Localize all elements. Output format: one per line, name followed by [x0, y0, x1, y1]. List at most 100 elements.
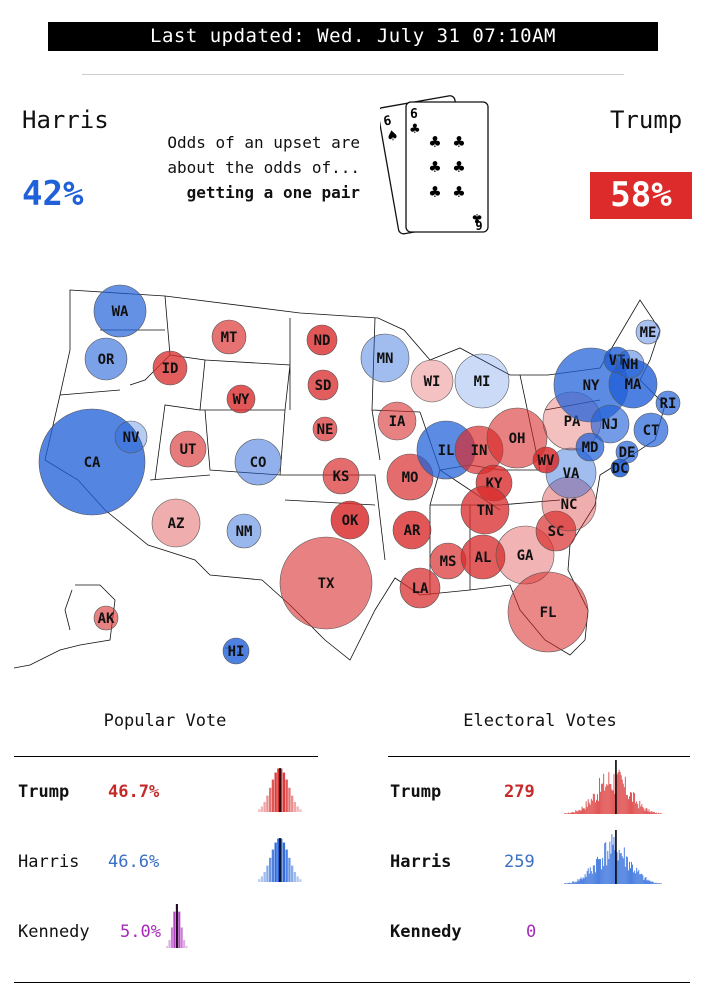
distribution-bar: [580, 810, 582, 814]
state-label-az: AZ: [168, 516, 185, 532]
popular-top-rule: [14, 756, 318, 757]
state-bubble-ar: AR: [392, 510, 432, 550]
distribution-bar: [621, 856, 623, 884]
state-bubble-sd: SD: [307, 369, 339, 401]
state-bubble-ca: CA: [38, 408, 146, 516]
harris-odds: 42%: [22, 174, 84, 214]
state-label-ne: NE: [317, 422, 334, 438]
distribution-bar: [637, 803, 639, 814]
distribution-bar: [660, 883, 662, 884]
distribution-bar: [612, 790, 614, 814]
svg-text:♣: ♣: [452, 158, 465, 176]
distribution-bar: [575, 810, 577, 814]
distribution-bar: [656, 883, 658, 884]
distribution-bar: [571, 882, 573, 884]
state-bubble-dc: DC: [610, 458, 630, 478]
state-circle-az: [151, 498, 201, 548]
distribution-bar: [609, 784, 611, 814]
distribution-bar: [581, 879, 583, 884]
state-circle-wi: [410, 359, 454, 403]
state-label-wi: WI: [424, 374, 441, 390]
state-bubble-nm: NM: [226, 513, 262, 549]
state-label-ny: NY: [583, 378, 600, 394]
distribution-bar: [260, 876, 264, 882]
distribution-bar: [598, 801, 599, 814]
electoral-top-rule: [388, 756, 690, 757]
distribution-bar: [587, 799, 589, 814]
state-bubble-md: MD: [575, 432, 605, 462]
distribution-bar: [624, 866, 626, 884]
electoral-harris-value: 259: [504, 852, 535, 872]
electoral-trump-value: 279: [504, 782, 535, 802]
distribution-bar: [582, 808, 584, 814]
distribution-bar: [581, 806, 583, 814]
distribution-bar: [624, 776, 626, 814]
distribution-bar: [592, 865, 594, 884]
distribution-bar: [605, 786, 607, 814]
popular-kennedy-name: Kennedy: [18, 922, 90, 942]
distribution-bar: [595, 859, 597, 884]
state-label-ok: OK: [342, 513, 359, 529]
distribution-bar: [593, 794, 595, 814]
distribution-bar: [623, 847, 625, 884]
state-bubble-co: CO: [234, 438, 282, 486]
distribution-bar: [170, 927, 173, 948]
distribution-bar: [610, 853, 612, 884]
distribution-bar: [599, 859, 600, 884]
electoral-harris-distribution: [564, 830, 662, 884]
state-circle-ca: [38, 408, 146, 516]
state-label-mt: MT: [221, 330, 238, 346]
upset-odds-line3: getting a one pair: [186, 183, 360, 202]
distribution-bar: [577, 811, 579, 814]
state-label-hi: HI: [228, 644, 245, 660]
state-label-oh: OH: [509, 431, 526, 447]
distribution-bar: [180, 927, 183, 948]
state-bubble-id: ID: [152, 350, 188, 386]
distribution-bar: [168, 940, 171, 948]
distribution-bar: [569, 813, 571, 814]
distribution-bar: [651, 811, 653, 814]
distribution-bar: [600, 791, 602, 814]
state-label-ca: CA: [84, 455, 101, 471]
front-card-rank: 6: [410, 107, 418, 122]
trump-label: Trump: [610, 106, 683, 134]
popular-trump-distribution: [258, 768, 302, 812]
distribution-bar: [282, 842, 286, 882]
distribution-bar: [564, 883, 565, 884]
state-label-nc: NC: [561, 497, 578, 513]
distribution-bar: [632, 801, 634, 814]
state-label-ut: UT: [180, 442, 197, 458]
state-circle-nc: [541, 476, 597, 532]
distribution-bar: [587, 868, 589, 884]
distribution-bar: [299, 879, 302, 882]
distribution-bar: [595, 799, 597, 814]
state-circle-fl: [507, 571, 589, 653]
distribution-bar: [588, 873, 590, 884]
state-circle-wa: [93, 284, 147, 338]
state-circle-ks: [322, 457, 360, 495]
trump-odds: 58%: [590, 172, 692, 219]
distribution-bar: [608, 858, 610, 884]
state-label-sd: SD: [315, 378, 332, 394]
distribution-bar: [658, 883, 660, 884]
state-label-wv: WV: [538, 453, 555, 469]
state-circle-wv: [532, 446, 560, 474]
distribution-bar: [583, 807, 585, 814]
state-bubble-tx: TX: [279, 536, 373, 630]
distribution-bar: [589, 867, 591, 884]
svg-text:♣: ♣: [428, 183, 441, 201]
distribution-bar: [606, 784, 608, 814]
distribution-bar: [643, 808, 645, 814]
state-label-wy: WY: [233, 392, 250, 408]
state-label-ri: RI: [660, 396, 677, 412]
distribution-bar: [599, 777, 600, 814]
card-pips: ♣ ♣ ♣ ♣ ♣ ♣: [428, 133, 465, 201]
state-circle-mn: [360, 333, 410, 383]
state-circle-nv: [114, 420, 148, 454]
distribution-bar: [644, 877, 646, 884]
distribution-bar: [274, 842, 277, 882]
distribution-bar: [266, 865, 269, 882]
state-bubble-mn: MN: [360, 333, 410, 383]
distribution-bar: [619, 772, 621, 814]
svg-text:♣: ♣: [452, 183, 465, 201]
